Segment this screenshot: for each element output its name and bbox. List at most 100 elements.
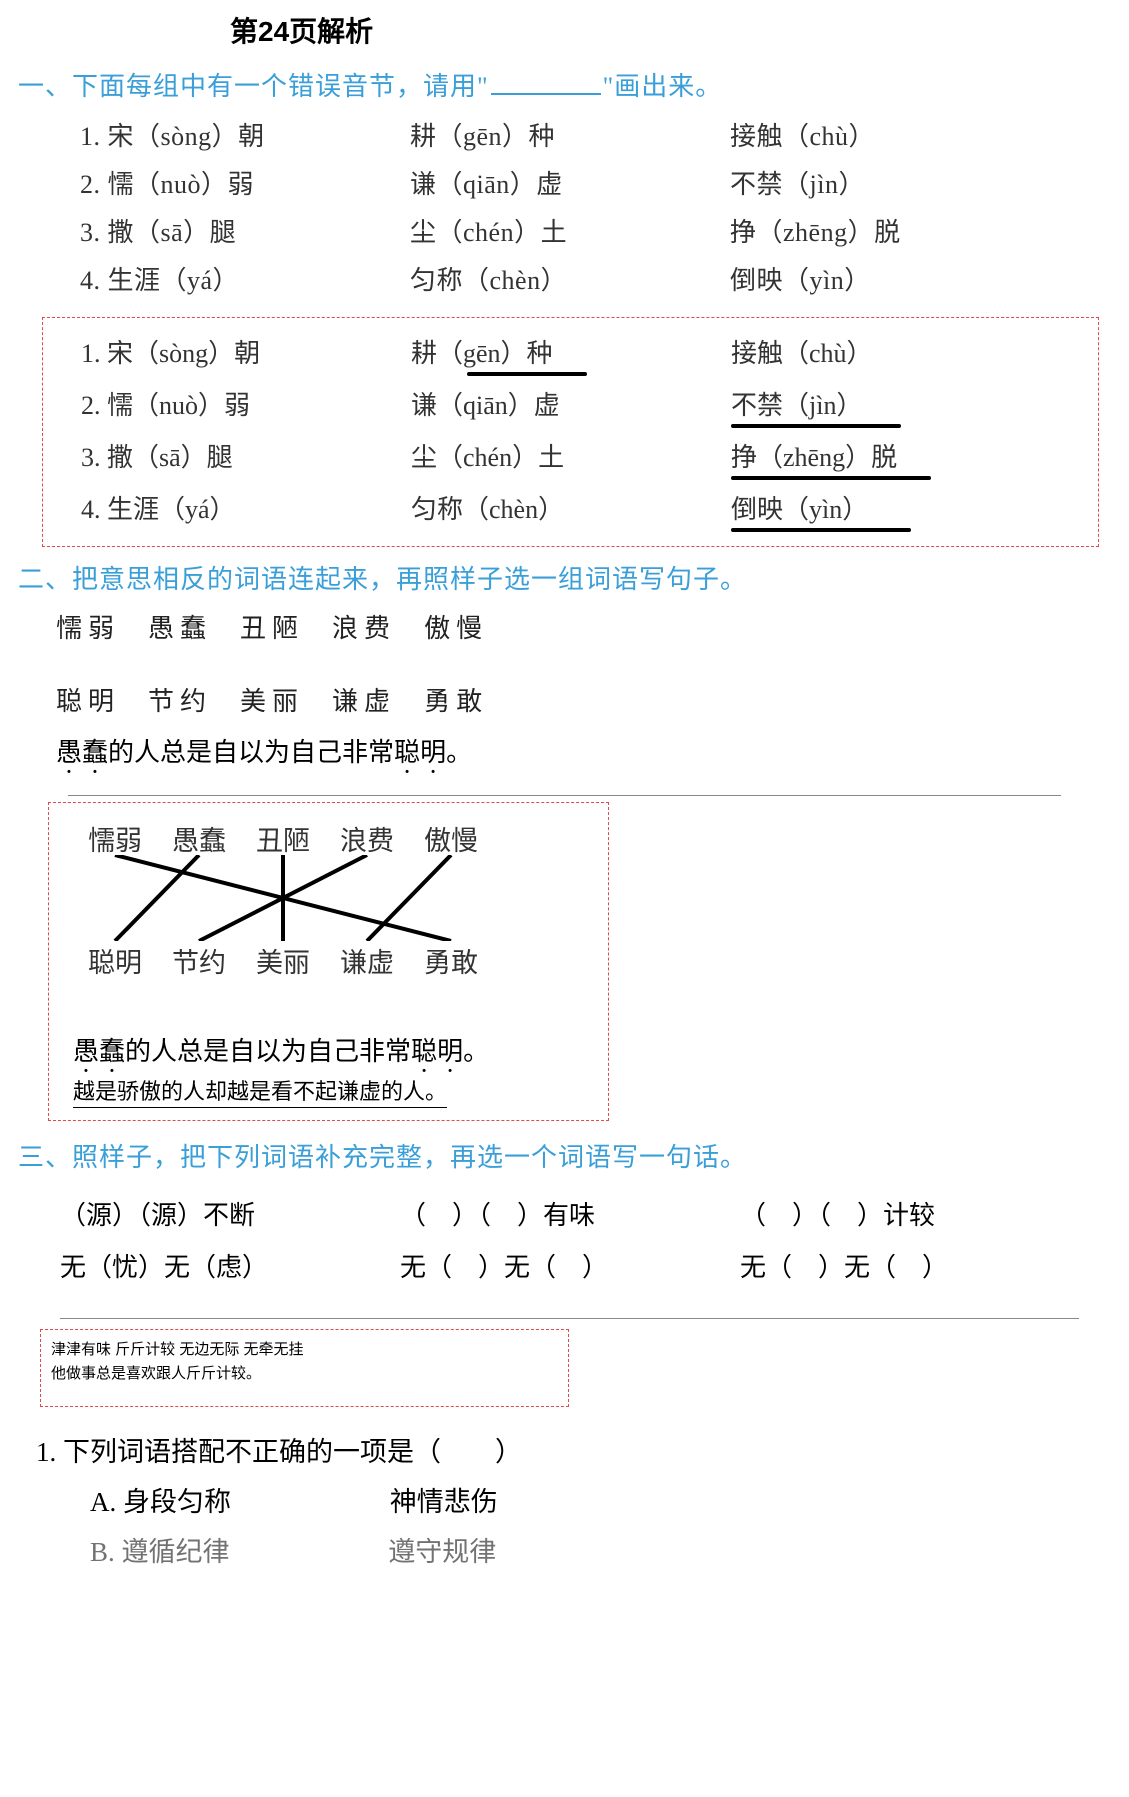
s3-answer-sentence: 他做事总是喜欢跟人斤斤计较。 [51,1362,558,1386]
connection-lines [73,855,513,941]
ans1-row: 4. 生涯（yá）匀称（chèn）倒映（yìn） [81,484,1098,536]
connection-line [199,855,367,941]
q1-row: 1. 宋（sòng）朝 耕（gēn）种 接触（chù） [80,113,1109,161]
word: 懦弱 [73,819,157,863]
ans1-cell: 3. 撒（sā）腿 [81,432,411,484]
ans1-cell: 接触（chù） [731,328,1098,380]
word: 谦虚 [332,687,396,716]
section-1-heading: 一、下面每组中有一个错误音节，请用""画出来。 [0,58,1129,105]
word: 勇敢 [424,687,488,716]
word: 节约 [148,687,212,716]
emph-char: 明 [420,732,446,769]
text: 的人总是自以为自己非常 [108,738,394,767]
text: 。 [463,1037,489,1066]
opt-text: 神情悲伤 [390,1487,498,1517]
q1-cell: 匀称（chèn） [410,257,730,305]
q4-stem: 1. 下列词语搭配不正确的一项是（ ） [36,1427,1129,1477]
s2-ans-bottom-words: 聪明节约美丽谦虚勇敢 [73,941,596,985]
answer-underline [467,372,587,376]
q4-option-a: A. 身段匀称 神情悲伤 [36,1477,1129,1527]
answer-underline [731,424,901,428]
q1-row: 4. 生涯（yá） 匀称（chèn） 倒映（yìn） [80,257,1109,305]
q1-cell: 谦（qiān）虚 [410,161,730,209]
text: 的人总是自以为自己非常 [125,1037,411,1066]
q1-cell: 4. 生涯（yá） [80,257,410,305]
ans1-cell: 倒映（yìn） [731,484,1098,536]
ans1-row: 3. 撒（sā）腿尘（chén）土挣（zhēng）脱 [81,432,1098,484]
section-1-answer-box: 1. 宋（sòng）朝耕（gēn）种接触（chù）2. 懦（nuò）弱谦（qiā… [42,317,1099,547]
word: 勇敢 [409,941,493,985]
ans1-cell: 2. 懦（nuò）弱 [81,380,411,432]
q1-cell: 3. 撒（sā）腿 [80,209,410,257]
ans1-cell: 谦（qiān）虚 [411,380,731,432]
connection-line [115,855,199,941]
section-2-body: 懦弱愚蠢丑陋浪费傲慢 聪明节约美丽谦虚勇敢 愚蠢的人总是自以为自己非常聪明。 [0,598,1129,796]
section-1-question-grid: 1. 宋（sòng）朝 耕（gēn）种 接触（chù） 2. 懦（nuò）弱 谦… [0,105,1129,309]
word: 丑陋 [241,819,325,863]
write-line [68,795,1061,796]
s3-row: （源）（源）不断 （ ）（ ）有味 （ ）（ ）计较 [60,1190,1099,1242]
s3-cell: （ ）（ ）计较 [740,1190,1099,1242]
opt-label: A. [90,1487,116,1517]
word: 浪费 [332,614,396,643]
word: 聪明 [73,941,157,985]
s1-heading-pre: 一、下面每组中有一个错误音节，请用" [18,72,489,101]
emph-char: 愚 [73,1031,99,1068]
answer-underline [731,528,911,532]
q1-cell: 接触（chù） [730,113,1109,161]
word: 傲慢 [409,819,493,863]
opt-label: B. [90,1537,115,1567]
emph-char: 蠢 [82,732,108,769]
q1-cell: 1. 宋（sòng）朝 [80,113,410,161]
ans1-row: 1. 宋（sòng）朝耕（gēn）种接触（chù） [81,328,1098,380]
s2-bottom-words: 聪明节约美丽谦虚勇敢 [18,655,1111,728]
emph-char: 聪 [411,1031,437,1068]
opt-text: 身段匀称 [123,1477,383,1527]
s2-top-words: 懦弱愚蠢丑陋浪费傲慢 [18,598,1111,655]
s3-cell: （ ）（ ）有味 [400,1190,740,1242]
ans1-cell: 挣（zhēng）脱 [731,432,1098,484]
s3-cell: （源）（源）不断 [60,1190,400,1242]
q4-option-b: B. 遵循纪律 遵守规律 [36,1527,1129,1577]
write-line [60,1318,1079,1319]
section-2-answer-box: 懦弱愚蠢丑陋浪费傲慢 聪明节约美丽谦虚勇敢 愚蠢的人总是自以为自己非常聪明。 越… [48,802,609,1121]
word: 愚蠢 [157,819,241,863]
q1-cell: 尘（chén）土 [410,209,730,257]
blank-underline [491,93,601,95]
emph-char: 蠢 [99,1031,125,1068]
ans1-cell: 不禁（jìn） [731,380,1098,432]
question-4: 1. 下列词语搭配不正确的一项是（ ） A. 身段匀称 神情悲伤 B. 遵循纪律… [0,1421,1129,1577]
ans1-cell: 4. 生涯（yá） [81,484,411,536]
emph-char: 愚 [56,732,82,769]
q1-cell: 耕（gēn）种 [410,113,730,161]
q1-cell: 挣（zhēng）脱 [730,209,1109,257]
q1-cell: 倒映（yìn） [730,257,1109,305]
connection-line [115,855,451,941]
section-2-heading: 二、把意思相反的词语连起来，再照样子选一组词语写句子。 [0,551,1129,598]
s3-cell: 无（ ）无（ ） [740,1242,1099,1294]
s2-example-sentence: 愚蠢的人总是自以为自己非常聪明。 [18,728,1111,771]
page-title: 第24页解析 [0,0,1129,58]
q1-cell: 2. 懦（nuò）弱 [80,161,410,209]
section-3-heading: 三、照样子，把下列词语补充完整，再选一个词语写一句话。 [0,1129,1129,1176]
ans1-cell: 耕（gēn）种 [411,328,731,380]
word: 谦虚 [325,941,409,985]
q1-row: 2. 懦（nuò）弱 谦（qiān）虚 不禁（jìn） [80,161,1109,209]
ans1-row: 2. 懦（nuò）弱谦（qiān）虚不禁（jìn） [81,380,1098,432]
opt-text: 遵循纪律 [122,1527,382,1577]
word: 节约 [157,941,241,985]
word: 愚蠢 [148,614,212,643]
connection-line [367,855,451,941]
s2-example-repeat: 愚蠢的人总是自以为自己非常聪明。 [73,985,596,1072]
ans1-cell: 匀称（chèn） [411,484,731,536]
opt-text: 遵守规律 [388,1537,496,1567]
s3-answer-words: 津津有味 斤斤计较 无边无际 无牵无挂 [51,1338,558,1362]
s3-cell: 无（忧）无（虑） [60,1242,400,1294]
s3-cell: 无（ ）无（ ） [400,1242,740,1294]
word: 浪费 [325,819,409,863]
answer-underline [731,476,931,480]
section-3-answer-box: 津津有味 斤斤计较 无边无际 无牵无挂 他做事总是喜欢跟人斤斤计较。 [40,1329,569,1407]
word: 美丽 [240,687,304,716]
word: 丑陋 [240,614,304,643]
word: 聪明 [56,687,120,716]
